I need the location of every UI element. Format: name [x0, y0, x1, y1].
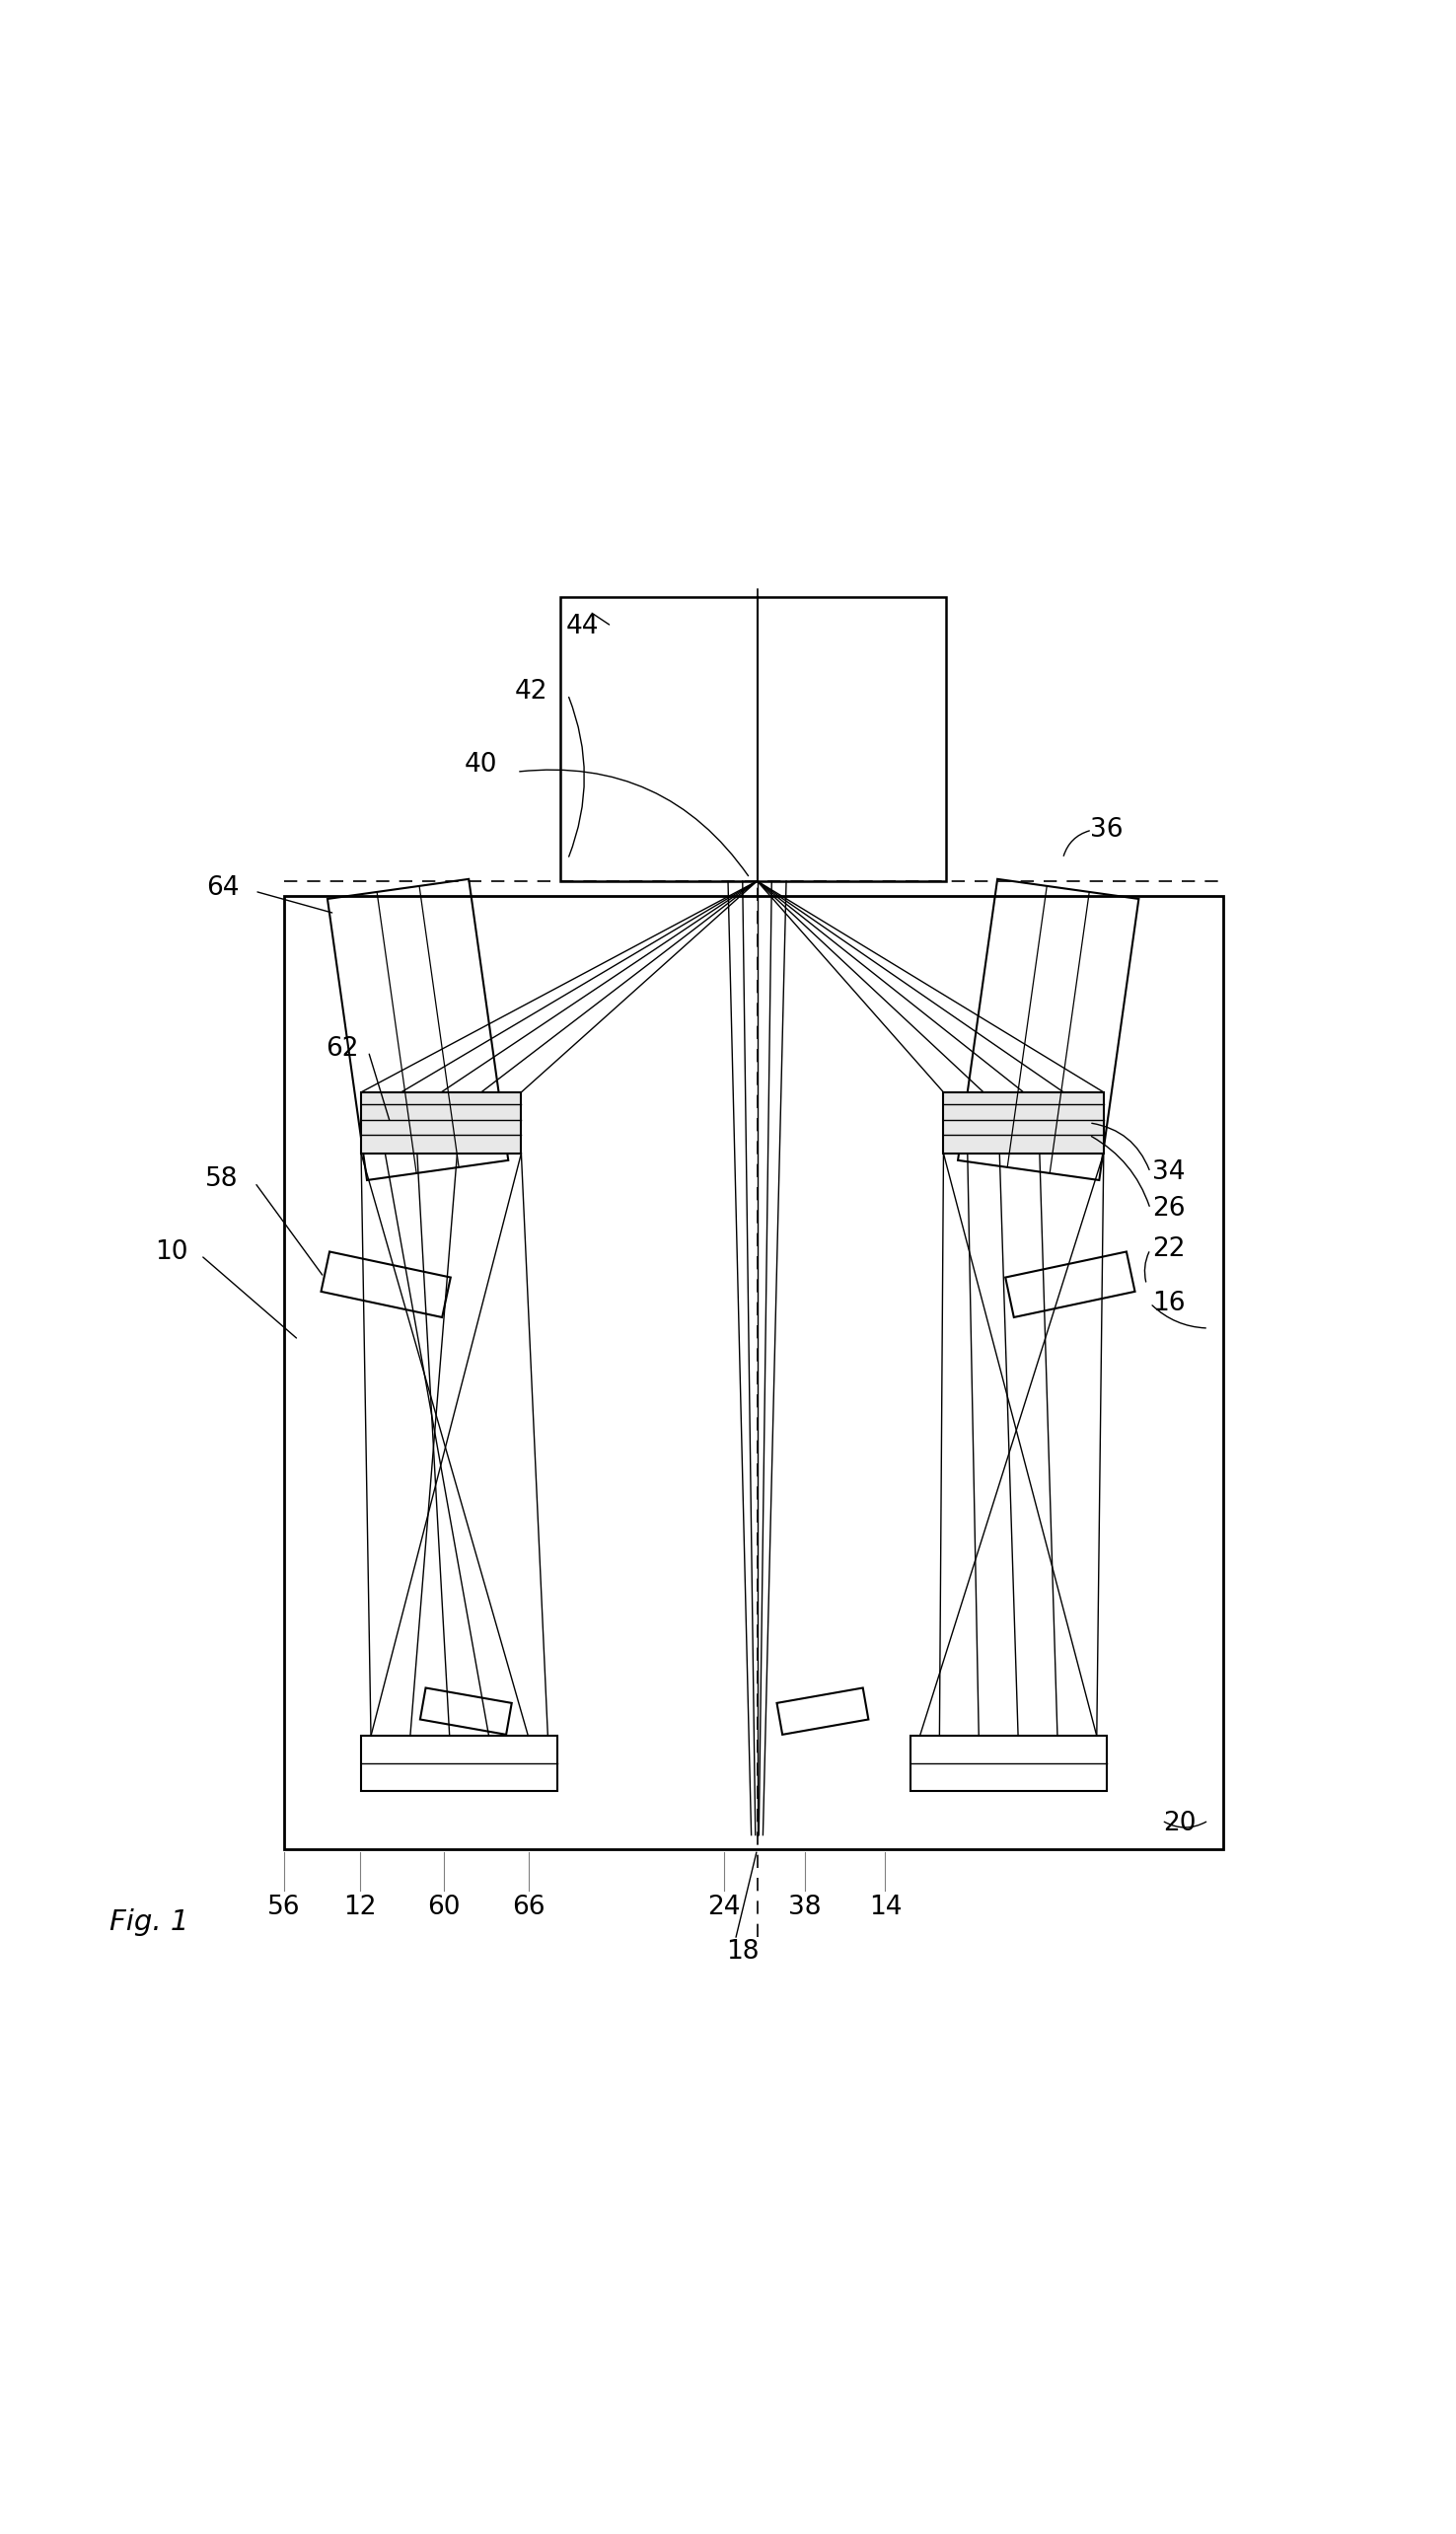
Text: 66: 66 — [513, 1895, 545, 1921]
Bar — [284, 895, 1223, 1850]
Text: 18: 18 — [727, 1939, 759, 1964]
Text: 36: 36 — [1091, 818, 1123, 844]
Bar — [910, 1736, 1107, 1792]
Bar — [561, 598, 946, 882]
Bar — [361, 1736, 558, 1792]
Text: 26: 26 — [1153, 1196, 1185, 1221]
Text: 22: 22 — [1153, 1237, 1185, 1262]
Text: 40: 40 — [464, 753, 496, 778]
Text: 34: 34 — [1153, 1161, 1185, 1186]
Text: 42: 42 — [515, 679, 547, 704]
Text: 56: 56 — [268, 1895, 300, 1921]
Bar — [943, 1092, 1104, 1153]
Text: 20: 20 — [1163, 1809, 1195, 1837]
Text: 24: 24 — [708, 1895, 740, 1921]
Text: 10: 10 — [156, 1239, 188, 1264]
Text: 60: 60 — [428, 1895, 460, 1921]
Text: 44: 44 — [566, 613, 598, 639]
Text: 12: 12 — [344, 1895, 376, 1921]
Text: 16: 16 — [1153, 1290, 1185, 1315]
Text: 62: 62 — [326, 1036, 358, 1062]
Text: 58: 58 — [205, 1166, 237, 1194]
Text: 38: 38 — [789, 1895, 821, 1921]
Text: Fig. 1: Fig. 1 — [109, 1908, 188, 1936]
Text: 14: 14 — [869, 1895, 901, 1921]
Text: 64: 64 — [207, 874, 239, 902]
Bar — [361, 1092, 521, 1153]
